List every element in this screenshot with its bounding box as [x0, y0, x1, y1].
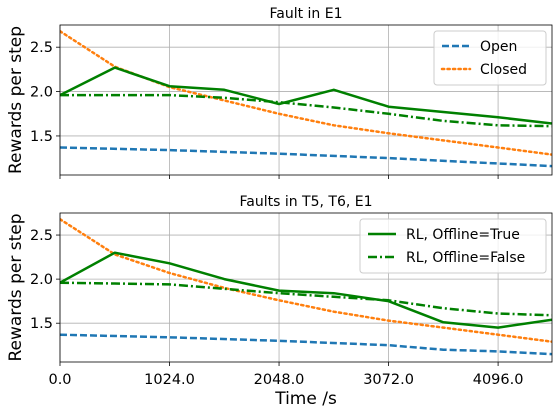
y-tick-label: 2.5 [30, 228, 53, 244]
y-axis-label: Rewards per step [6, 26, 26, 174]
legend-box [359, 218, 547, 274]
legend: Open Closed [433, 30, 547, 86]
series-line-rl-offline-false [60, 281, 552, 317]
y-tick-label: 2.0 [30, 85, 53, 101]
series-line-rl-offline-true [60, 251, 552, 329]
legend: RL, Offline=True RL, Offline=False [359, 218, 547, 274]
legend-label-open: Open [480, 39, 517, 55]
series-line-solid-2 [60, 66, 552, 125]
x-tick-label: 4096.0 [473, 372, 524, 388]
chart-title: Fault in E1 [269, 6, 342, 22]
plot-frame [59, 24, 553, 176]
x-tick-label: 2048.0 [254, 372, 305, 388]
series-line-closed [60, 29, 552, 156]
y-tick-label: 1.5 [30, 316, 53, 332]
x-axis-label: Time /s [274, 389, 337, 409]
chart-title: Faults in T5, T6, E1 [239, 194, 372, 210]
y-axis-label: Rewards per step [6, 214, 26, 362]
series-line-dashdot-3 [60, 93, 552, 128]
x-tick-label: 1024.0 [144, 372, 195, 388]
x-tick-label: 0.0 [48, 372, 71, 388]
x-tick-label: 3072.0 [363, 372, 414, 388]
legend-label-rl-offline-true: RL, Offline=True [406, 227, 520, 243]
series-line-dashed-0 [60, 333, 552, 356]
y-tick-label: 2.5 [30, 40, 53, 56]
top-chart-panel: 1.5 2.0 2.5 Fault in E1 Rewards per step Open… [6, 6, 553, 179]
series-line-open [60, 146, 552, 168]
legend-box [433, 30, 547, 86]
y-tick-label: 2.0 [30, 272, 53, 288]
legend-label-closed: Closed [480, 62, 527, 78]
series-line-dotted-1 [60, 217, 552, 343]
legend-label-rl-offline-false: RL, Offline=False [406, 250, 525, 266]
y-tick-label: 1.5 [30, 129, 53, 145]
bottom-chart-panel: 0.0 1024.0 2048.0 3072.0 4096.0 1.5 2.0 2.5 Faul… [6, 194, 553, 388]
plot-frame [59, 212, 553, 363]
